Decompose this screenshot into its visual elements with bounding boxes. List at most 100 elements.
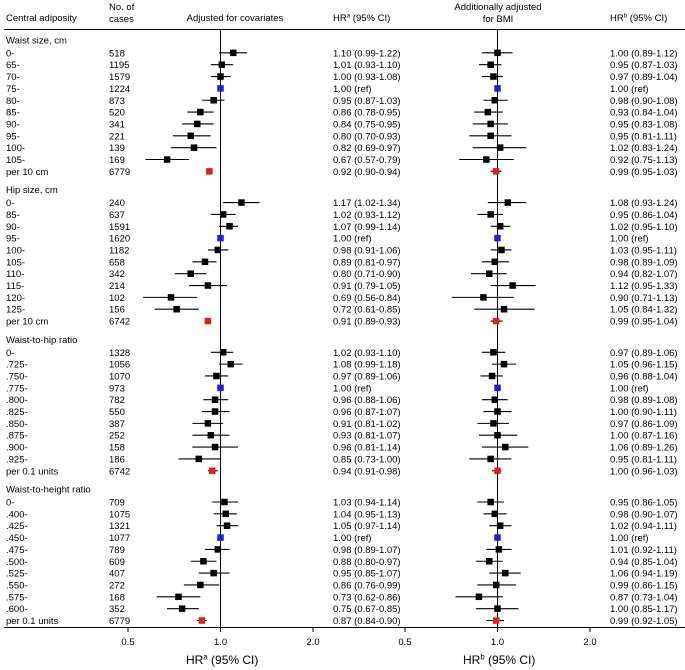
hr-marker-panel-a — [219, 211, 227, 218]
hr-ci-text-panel-a: 0.88 (0.80-0.97) — [333, 557, 401, 568]
row-label: per 0.1 units — [6, 466, 59, 477]
hr-ci-text-panel-a: 1.00 (ref) — [333, 234, 372, 245]
header-hr1-part-2: a — [347, 12, 351, 19]
ref-marker-panel-b — [494, 384, 501, 392]
hr-marker-panel-b — [490, 73, 497, 80]
hr-ci-text-panel-a: 1.04 (0.95-1.13) — [333, 509, 401, 520]
row-cases: 407 — [109, 569, 125, 580]
row-label: 105- — [6, 257, 25, 268]
hr-marker-panel-a — [211, 396, 219, 403]
hr-ci-text-panel-b: 1.00 (ref) — [610, 383, 649, 394]
hr-marker-panel-b — [496, 223, 504, 230]
hr-ci-text-panel-a: 0.98 (0.89-1.07) — [333, 545, 401, 556]
hr-ci-text-panel-b: 1.01 (0.92-1.11) — [610, 545, 677, 556]
row-cases: 1195 — [109, 60, 129, 71]
hr-ci-text-panel-b: 1.00 (0.87-1.16) — [610, 431, 678, 442]
header-cases-line1: No. of — [109, 2, 135, 13]
hr-marker-panel-b — [492, 581, 500, 589]
hr-marker-panel-b — [475, 593, 483, 601]
hr-ci-text-panel-b: 1.06 (0.94-1.19) — [610, 569, 678, 580]
row-cases: 6779 — [109, 616, 130, 627]
hr-marker-panel-b — [487, 455, 494, 463]
hr-ci-text-panel-a: 1.08 (0.99-1.18) — [333, 360, 401, 371]
row-label: 0- — [6, 348, 14, 359]
hr-marker-panel-a — [227, 360, 235, 368]
hr-ci-text-panel-b: 1.05 (0.84-1.32) — [610, 305, 678, 316]
trend-marker-panel-a — [198, 617, 206, 624]
group-title-3: Waist-to-hip ratio — [6, 335, 77, 346]
hr-marker-panel-b — [496, 522, 504, 529]
hr-ci-text-panel-a: 0.86 (0.76-0.99) — [333, 580, 401, 591]
ref-marker-panel-a — [217, 384, 224, 392]
hr-ci-text-panel-b: 0.97 (0.86-1.09) — [610, 419, 678, 430]
hr-marker-panel-a — [211, 443, 219, 451]
row-label: 115- — [6, 281, 24, 292]
row-label: 80- — [6, 96, 20, 107]
row-label: .725- — [6, 360, 28, 371]
hr-marker-panel-b — [483, 156, 490, 163]
hr-ci-text-panel-b: 0.98 (0.90-1.08) — [610, 96, 678, 107]
hr-marker-panel-a — [204, 282, 212, 289]
row-cases: 387 — [109, 419, 125, 430]
hr-ci-text-panel-b: 1.00 (0.89-1.12) — [610, 48, 678, 59]
x-axis-label-panel-a-part-3: (95% CI) — [208, 653, 259, 667]
hr-ci-text-panel-a: 0.80 (0.71-0.90) — [333, 269, 401, 280]
hr-ci-text-panel-a: 1.00 (ref) — [333, 383, 372, 394]
hr-ci-text-panel-a: 0.93 (0.81-1.07) — [333, 431, 401, 442]
hr-ci-text-panel-a: 0.91 (0.79-1.05) — [333, 281, 401, 292]
hr-marker-panel-b — [494, 49, 501, 57]
row-cases: 1321 — [109, 521, 130, 532]
row-label: 125- — [6, 305, 25, 316]
hr-ci-text-panel-b: 0.95 (0.86-1.05) — [610, 498, 678, 509]
hr-ci-text-panel-a: 0.95 (0.85-1.07) — [333, 569, 401, 580]
group-title-2: Hip size, cm — [6, 185, 58, 196]
x-axis-label-panel-b: HRb (95% CI) — [463, 652, 535, 667]
row-label: per 0.1 units — [6, 616, 59, 627]
row-label: per 10 cm — [6, 167, 48, 178]
row-cases: 1077 — [109, 533, 130, 544]
row-label: .900- — [6, 443, 28, 454]
hr-ci-text-panel-a: 1.01 (0.93-1.10) — [333, 60, 401, 71]
hr-marker-panel-a — [201, 258, 209, 266]
row-cases: 1056 — [109, 360, 130, 371]
hr-ci-text-panel-b: 0.92 (0.75-1.13) — [610, 155, 678, 166]
hr-ci-text-panel-a: 0.92 (0.90-0.94) — [333, 167, 401, 178]
x-axis-label-panel-b-part-1: HR — [463, 653, 481, 667]
hr-ci-text-panel-a: 0.72 (0.61-0.85) — [333, 305, 401, 316]
hr-marker-panel-b — [491, 510, 499, 518]
hr-ci-text-panel-a: 0.87 (0.84-0.90) — [333, 616, 401, 627]
row-label: 90- — [6, 119, 20, 130]
hr-marker-panel-b — [487, 120, 494, 128]
header-hr2-part-3: (95% CI) — [627, 13, 667, 24]
hr-marker-panel-a — [195, 455, 203, 463]
row-cases: 1579 — [109, 72, 130, 83]
hr-ci-text-panel-b: 0.98 (0.90-1.07) — [610, 509, 678, 520]
hr-ci-text-panel-a: 0.95 (0.87-1.03) — [333, 96, 401, 107]
header-hr2-part-1: HR — [610, 13, 624, 24]
row-label: .825- — [6, 407, 28, 418]
header-panel1-title: Adjusted for covariates — [187, 13, 284, 24]
x-axis-label-panel-a-part-2: a — [203, 652, 208, 661]
ref-marker-panel-a — [217, 85, 224, 92]
hr-ci-text-panel-a: 0.85 (0.73-1.00) — [333, 454, 401, 465]
hr-marker-panel-a — [187, 132, 194, 140]
hr-marker-panel-b — [498, 246, 505, 254]
hr-ci-text-panel-a: 0.91 (0.81-1.02) — [333, 419, 401, 430]
hr-ci-text-panel-b: 1.12 (0.95-1.33) — [610, 281, 678, 292]
hr-ci-text-panel-b: 0.97 (0.89-1.04) — [610, 72, 678, 83]
hr-marker-panel-a — [213, 372, 220, 380]
row-label: 95- — [6, 234, 20, 245]
row-label: .575- — [6, 592, 28, 603]
row-cases: 1591 — [109, 222, 130, 233]
hr-marker-panel-a — [173, 305, 180, 313]
row-cases: 168 — [109, 592, 125, 603]
row-label: 100- — [6, 245, 25, 256]
hr-ci-text-panel-a: 0.80 (0.70-0.93) — [333, 131, 401, 142]
hr-ci-text-panel-b: 1.02 (0.95-1.10) — [610, 222, 678, 233]
hr-marker-panel-b — [491, 396, 499, 403]
row-cases: 1182 — [109, 245, 129, 256]
hr-ci-text-panel-a: 1.00 (ref) — [333, 84, 372, 95]
hr-ci-text-panel-a: 1.02 (0.93-1.10) — [333, 348, 401, 359]
hr-marker-panel-b — [485, 558, 493, 565]
hr-ci-text-panel-a: 0.84 (0.75-0.95) — [333, 119, 401, 130]
